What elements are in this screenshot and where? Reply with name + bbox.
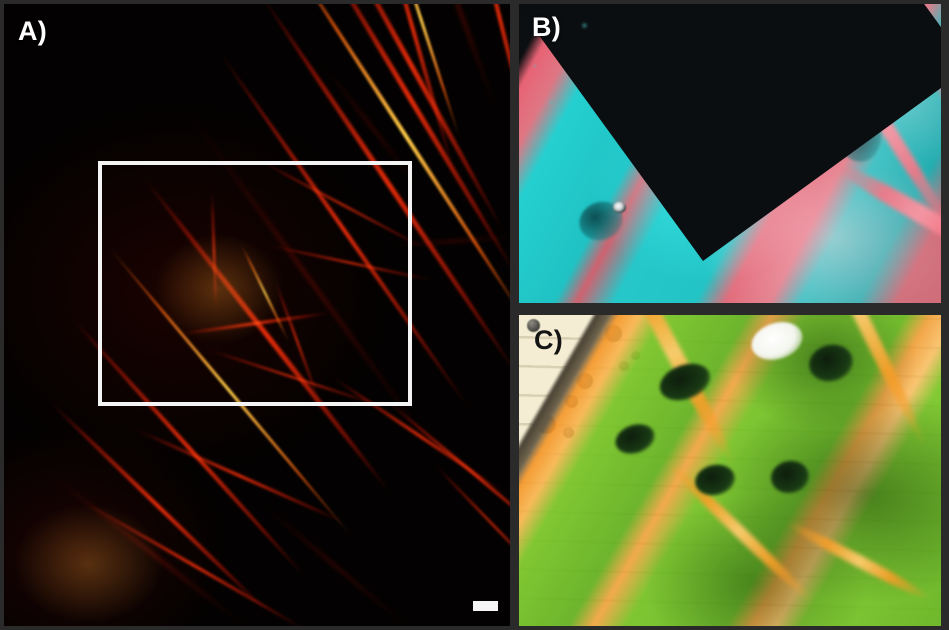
background-speck xyxy=(549,100,554,105)
fiber-glow-lower xyxy=(14,504,164,624)
panel-c[interactable]: C) xyxy=(519,315,941,626)
nerve-fiber xyxy=(80,499,308,626)
background-speck xyxy=(533,64,537,68)
panel-a[interactable]: A) xyxy=(4,4,510,626)
reflective-speck xyxy=(613,202,626,213)
scale-bar xyxy=(473,601,498,611)
panel-c-image xyxy=(519,315,941,626)
background-speck xyxy=(581,22,588,29)
nerve-fiber xyxy=(48,472,256,626)
nerve-fiber xyxy=(48,400,268,612)
panel-b-image xyxy=(519,4,941,303)
nerve-fiber xyxy=(433,463,510,588)
nerve-fiber xyxy=(133,427,345,524)
panel-b[interactable]: B) xyxy=(519,4,941,303)
region-of-interest-box[interactable] xyxy=(98,161,412,406)
